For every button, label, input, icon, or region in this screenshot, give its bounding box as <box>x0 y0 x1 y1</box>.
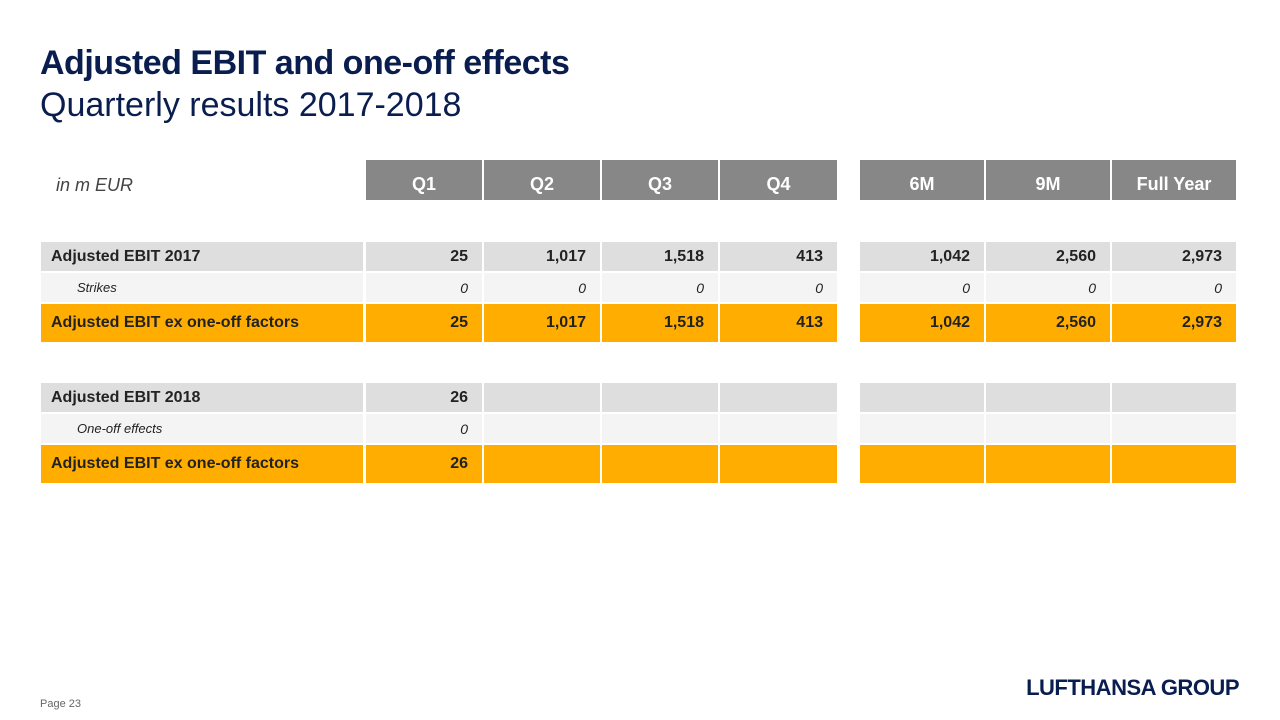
unit-label: in m EUR <box>56 175 134 195</box>
row-strikes-full-year: 0 <box>1112 273 1236 302</box>
column-header-6m: 6M <box>860 160 984 200</box>
row-strikes-q4: 0 <box>720 273 837 302</box>
column-header-full-year: Full Year <box>1112 160 1236 200</box>
row-adjusted-ebit-2018-q3 <box>602 383 718 412</box>
page-title: Adjusted EBIT and one-off effects <box>40 44 570 82</box>
row-adjusted-ebit-2017-label: Adjusted EBIT 2017 <box>41 242 363 271</box>
row-adjusted-ebit-2017-6m: 1,042 <box>860 242 984 271</box>
row-adjusted-ebit-2018-full-year <box>1112 383 1236 412</box>
row-adjusted-ebit-2017-9m: 2,560 <box>986 242 1110 271</box>
row-one-off-effects-q3 <box>602 414 718 443</box>
row-ex-one-off-2017-q3: 1,518 <box>602 304 718 342</box>
row-ex-one-off-2018-q4 <box>720 445 837 483</box>
row-ex-one-off-2018-label: Adjusted EBIT ex one-off factors <box>41 445 363 483</box>
row-ex-one-off-2018-9m <box>986 445 1110 483</box>
row-ex-one-off-2017-full-year: 2,973 <box>1112 304 1236 342</box>
row-adjusted-ebit-2018-9m <box>986 383 1110 412</box>
row-strikes-q3: 0 <box>602 273 718 302</box>
row-ex-one-off-2018-q2 <box>484 445 600 483</box>
row-adjusted-ebit-2018-q2 <box>484 383 600 412</box>
row-adjusted-ebit-2018-q4 <box>720 383 837 412</box>
row-ex-one-off-2018-6m <box>860 445 984 483</box>
row-strikes-label: Strikes <box>41 273 363 302</box>
row-ex-one-off-2018-full-year <box>1112 445 1236 483</box>
row-adjusted-ebit-2018-6m <box>860 383 984 412</box>
page-subtitle: Quarterly results 2017-2018 <box>40 86 462 124</box>
page-number: Page 23 <box>40 698 81 710</box>
row-one-off-effects-q2 <box>484 414 600 443</box>
row-adjusted-ebit-2018-label: Adjusted EBIT 2018 <box>41 383 363 412</box>
row-one-off-effects-9m <box>986 414 1110 443</box>
row-one-off-effects-6m <box>860 414 984 443</box>
row-ex-one-off-2017-6m: 1,042 <box>860 304 984 342</box>
column-header-q1: Q1 <box>366 160 482 200</box>
row-ex-one-off-2017-q2: 1,017 <box>484 304 600 342</box>
row-ex-one-off-2018-q1: 26 <box>366 445 482 483</box>
row-adjusted-ebit-2017-q3: 1,518 <box>602 242 718 271</box>
row-ex-one-off-2017-9m: 2,560 <box>986 304 1110 342</box>
row-strikes-6m: 0 <box>860 273 984 302</box>
row-one-off-effects-q1: 0 <box>366 414 482 443</box>
column-header-q4: Q4 <box>720 160 837 200</box>
row-adjusted-ebit-2017-full-year: 2,973 <box>1112 242 1236 271</box>
row-adjusted-ebit-2018-q1: 26 <box>366 383 482 412</box>
row-ex-one-off-2018-q3 <box>602 445 718 483</box>
column-header-q3: Q3 <box>602 160 718 200</box>
column-header-q2: Q2 <box>484 160 600 200</box>
row-ex-one-off-2017-label: Adjusted EBIT ex one-off factors <box>41 304 363 342</box>
row-one-off-effects-label: One-off effects <box>41 414 363 443</box>
row-adjusted-ebit-2017-q4: 413 <box>720 242 837 271</box>
row-adjusted-ebit-2017-q2: 1,017 <box>484 242 600 271</box>
row-one-off-effects-full-year <box>1112 414 1236 443</box>
row-strikes-q2: 0 <box>484 273 600 302</box>
row-strikes-q1: 0 <box>366 273 482 302</box>
row-one-off-effects-q4 <box>720 414 837 443</box>
row-strikes-9m: 0 <box>986 273 1110 302</box>
column-header-9m: 9M <box>986 160 1110 200</box>
company-logo: LUFTHANSA GROUP <box>1026 675 1239 700</box>
row-ex-one-off-2017-q4: 413 <box>720 304 837 342</box>
row-ex-one-off-2017-q1: 25 <box>366 304 482 342</box>
row-adjusted-ebit-2017-q1: 25 <box>366 242 482 271</box>
